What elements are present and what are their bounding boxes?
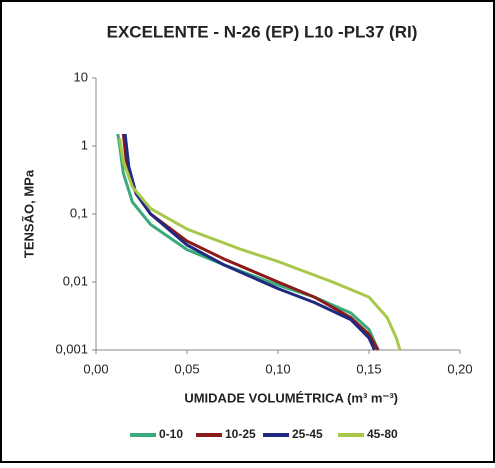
series-line bbox=[123, 133, 376, 351]
x-axis-label: UMIDADE VOLUMÉTRICA (m³ m⁻³) bbox=[184, 390, 398, 405]
x-tick-label: 0,00 bbox=[83, 361, 108, 376]
series-line bbox=[118, 138, 402, 351]
chart-title: EXCELENTE - N-26 (EP) L10 -PL37 (RI) bbox=[107, 22, 418, 41]
legend-label: 0-10 bbox=[159, 427, 183, 441]
y-tick-label: 1 bbox=[81, 137, 88, 152]
y-tick-label: 10 bbox=[74, 69, 88, 84]
y-tick-label: 0,001 bbox=[55, 341, 88, 356]
legend-label: 10-25 bbox=[225, 427, 256, 441]
x-tick-label: 0,05 bbox=[174, 361, 199, 376]
legend-label: 45-80 bbox=[367, 427, 398, 441]
x-tick-label: 0,20 bbox=[447, 361, 472, 376]
series-line bbox=[116, 133, 380, 351]
legend-label: 25-45 bbox=[292, 427, 323, 441]
x-tick-label: 0,10 bbox=[265, 361, 290, 376]
y-tick-label: 0,1 bbox=[70, 205, 88, 220]
x-tick-label: 0,15 bbox=[356, 361, 381, 376]
y-tick-label: 0,01 bbox=[63, 273, 88, 288]
y-axis-label: TENSÃO, MPa bbox=[21, 169, 36, 258]
